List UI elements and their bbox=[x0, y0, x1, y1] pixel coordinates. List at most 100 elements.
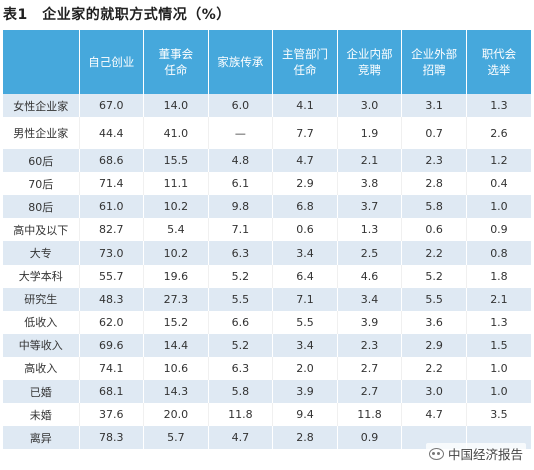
table-cell: 73.0 bbox=[79, 241, 145, 265]
header-row: 自己创业 董事会 任命 家族传承 主管部门 任命 企业内部 竞聘 企业外部 招聘 职代会 选… bbox=[3, 30, 531, 94]
watermark-text: 中国经济报告 bbox=[447, 447, 523, 462]
table-cell: 5.2 bbox=[208, 333, 274, 357]
header-cell: 企业内部 竞聘 bbox=[337, 30, 403, 94]
table-cell: 3.4 bbox=[272, 241, 338, 265]
table-cell: 3.1 bbox=[401, 94, 467, 118]
table-cell: 3.7 bbox=[337, 195, 403, 219]
table-cell: 41.0 bbox=[143, 117, 209, 150]
table-cell: 68.1 bbox=[79, 380, 145, 404]
table-cell: 2.5 bbox=[337, 241, 403, 265]
table-cell: 1.5 bbox=[466, 333, 531, 357]
wechat-icon bbox=[428, 447, 444, 460]
row-label: 大专 bbox=[3, 241, 80, 265]
table-cell: 2.1 bbox=[466, 287, 531, 311]
table-cell: 7.7 bbox=[272, 117, 338, 150]
table-cell: 4.7 bbox=[401, 403, 467, 427]
table-cell: 2.3 bbox=[401, 149, 467, 173]
table-cell: 6.3 bbox=[208, 241, 274, 265]
table-cell: 3.9 bbox=[272, 380, 338, 404]
table-cell: 0.4 bbox=[466, 172, 531, 196]
header-cell: 家族传承 bbox=[208, 30, 274, 94]
row-label: 大学本科 bbox=[3, 264, 80, 288]
table-row: 未婚 37.6 20.0 11.8 9.4 11.8 4.7 3.5 bbox=[3, 403, 531, 427]
row-label: 低收入 bbox=[3, 310, 80, 334]
table-cell: 67.0 bbox=[79, 94, 145, 118]
table-row: 大专 73.0 10.2 6.3 3.4 2.5 2.2 0.8 bbox=[3, 241, 531, 265]
table-cell: 6.3 bbox=[208, 356, 274, 381]
table-row: 男性企业家 44.4 41.0—7.7 1.9 0.7 2.6 bbox=[3, 117, 531, 150]
table-cell: 71.4 bbox=[79, 172, 145, 196]
table-cell: 4.7 bbox=[272, 149, 338, 173]
table-cell: 1.0 bbox=[466, 380, 531, 404]
table-cell: 2.9 bbox=[401, 333, 467, 357]
table-cell: 10.2 bbox=[143, 241, 209, 265]
table-cell: 3.4 bbox=[272, 333, 338, 357]
table-cell: 2.2 bbox=[401, 356, 467, 381]
table-cell: 0.7 bbox=[401, 117, 467, 150]
table-row: 女性企业家 67.0 14.0 6.0 4.1 3.0 3.1 1.3 bbox=[3, 94, 531, 118]
table-cell: 1.9 bbox=[337, 117, 403, 150]
table-cell: — bbox=[208, 117, 274, 150]
table-cell: 1.3 bbox=[466, 310, 531, 334]
table-cell: 5.5 bbox=[401, 287, 467, 311]
table-cell: 10.6 bbox=[143, 356, 209, 381]
header-cell: 企业外部 招聘 bbox=[401, 30, 467, 94]
header-cell: 职代会 选举 bbox=[466, 30, 531, 94]
table-cell: 2.0 bbox=[272, 356, 338, 381]
table-cell: 6.8 bbox=[272, 195, 338, 219]
table-row: 大学本科 55.7 19.6 5.2 6.4 4.6 5.2 1.8 bbox=[3, 264, 531, 288]
table-cell: 2.8 bbox=[401, 172, 467, 196]
table-cell: 3.9 bbox=[337, 310, 403, 334]
table-cell: 7.1 bbox=[208, 218, 274, 242]
table-cell: 2.7 bbox=[337, 356, 403, 381]
row-label: 70后 bbox=[3, 172, 80, 196]
table-cell: 4.7 bbox=[208, 426, 274, 450]
table-cell: 55.7 bbox=[79, 264, 145, 288]
table-cell: 9.8 bbox=[208, 195, 274, 219]
table-cell: 0.6 bbox=[401, 218, 467, 242]
header-cell: 自己创业 bbox=[79, 30, 145, 94]
table-cell: 2.8 bbox=[272, 426, 338, 450]
table-cell: 11.8 bbox=[337, 403, 403, 427]
table-row: 70后 71.4 11.1 6.1 2.9 3.8 2.8 0.4 bbox=[3, 172, 531, 196]
table-cell: 3.0 bbox=[337, 94, 403, 118]
table-cell: 11.8 bbox=[208, 403, 274, 427]
row-label: 高收入 bbox=[3, 356, 80, 381]
table-cell: 15.2 bbox=[143, 310, 209, 334]
table-cell: 1.3 bbox=[337, 218, 403, 242]
header-cell: 主管部门 任命 bbox=[272, 30, 338, 94]
table-cell: 82.7 bbox=[79, 218, 145, 242]
table-cell: 2.2 bbox=[401, 241, 467, 265]
table-cell: 5.4 bbox=[143, 218, 209, 242]
table-cell: 1.8 bbox=[466, 264, 531, 288]
table-cell: 2.7 bbox=[337, 380, 403, 404]
table-cell: 3.0 bbox=[401, 380, 467, 404]
row-label: 离异 bbox=[3, 426, 80, 450]
table-row: 已婚 68.1 14.3 5.8 3.9 2.7 3.0 1.0 bbox=[3, 380, 531, 404]
table-cell: 4.1 bbox=[272, 94, 338, 118]
table-cell: 1.3 bbox=[466, 94, 531, 118]
table-cell: 5.8 bbox=[401, 195, 467, 219]
table-cell: 68.6 bbox=[79, 149, 145, 173]
row-label: 男性企业家 bbox=[3, 117, 80, 150]
table-cell: 6.4 bbox=[272, 264, 338, 288]
table-cell: 2.9 bbox=[272, 172, 338, 196]
table-row: 研究生 48.3 27.3 5.5 7.1 3.4 5.5 2.1 bbox=[3, 287, 531, 311]
table-row: 高收入 74.1 10.6 6.3 2.0 2.7 2.2 1.0 bbox=[3, 356, 531, 381]
row-label: 60后 bbox=[3, 149, 80, 173]
table-cell: 5.5 bbox=[208, 287, 274, 311]
table-cell: 6.6 bbox=[208, 310, 274, 334]
table-cell: 14.0 bbox=[143, 94, 209, 118]
table-cell: 0.9 bbox=[466, 218, 531, 242]
table-cell: 37.6 bbox=[79, 403, 145, 427]
header-cell-empty bbox=[3, 30, 80, 94]
table-cell: 3.6 bbox=[401, 310, 467, 334]
table-cell: 3.5 bbox=[466, 403, 531, 427]
table-cell: 10.2 bbox=[143, 195, 209, 219]
row-label: 80后 bbox=[3, 195, 80, 219]
row-label: 中等收入 bbox=[3, 333, 80, 357]
table-cell: 7.1 bbox=[272, 287, 338, 311]
row-label: 女性企业家 bbox=[3, 94, 80, 118]
table-title: 表1 企业家的就职方式情况（%） bbox=[3, 7, 231, 23]
table-cell: 6.0 bbox=[208, 94, 274, 118]
